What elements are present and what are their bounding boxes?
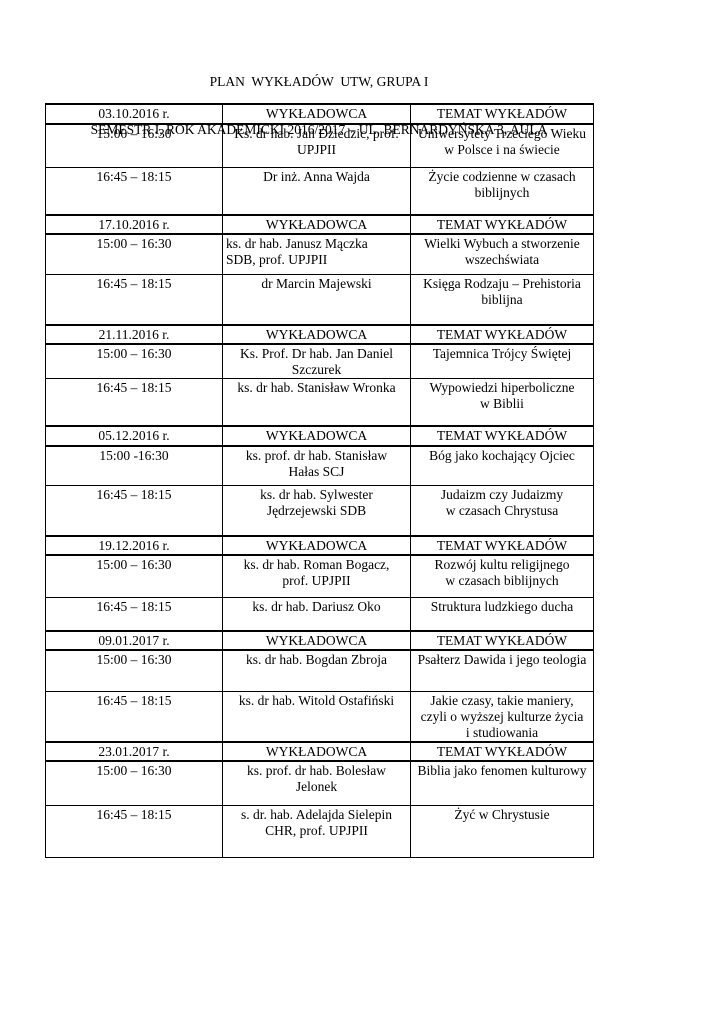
table-row: 15:00 – 16:30 ks. dr hab. Bogdan Zbroja … (45, 649, 594, 692)
table-row: 16:45 – 18:15 ks. dr hab. Sylwester Jędr… (45, 485, 594, 536)
section-header-row: 05.12.2016 r. WYKŁADOWCA TEMAT WYKŁADÓW (45, 424, 594, 447)
topic-cell: Judaizm czy Judaizmy w czasach Chrystusa (410, 485, 594, 536)
lecturer-header-cell: WYKŁADOWCA (222, 741, 411, 762)
topic-header-cell: TEMAT WYKŁADÓW (410, 534, 594, 556)
lecturer-header-cell: WYKŁADOWCA (222, 214, 411, 235)
document-title-line1: PLAN WYKŁADÓW UTW, GRUPA I (209, 74, 429, 89)
lecturer-cell: ks. dr hab. Dariusz Oko (222, 597, 411, 631)
table-row: 15:00 – 16:30 Ks. dr hab. Jan Dziedzic, … (45, 123, 594, 168)
table-row: 15:00 – 16:30 ks. dr hab. Roman Bogacz, … (45, 554, 594, 598)
topic-header-cell: TEMAT WYKŁADÓW (410, 214, 594, 235)
topic-header-cell: TEMAT WYKŁADÓW (410, 629, 594, 651)
table-row: 16:45 – 18:15 Dr inż. Anna Wajda Życie c… (45, 166, 594, 216)
lecturer-cell: ks. dr hab. Witold Ostafiński (222, 691, 411, 743)
topic-cell: Życie codzienne w czasach biblijnych (410, 166, 594, 216)
time-cell: 15:00 – 16:30 (45, 760, 223, 806)
table-row: 15:00 -16:30 ks. prof. dr hab. Stanisław… (45, 445, 594, 486)
topic-cell: Biblia jako fenomen kulturowy (410, 760, 594, 806)
table-row: 16:45 – 18:15 ks. dr hab. Stanisław Wron… (45, 378, 594, 426)
topic-cell: Wypowiedzi hiperboliczne w Biblii (410, 378, 594, 426)
time-cell: 15:00 – 16:30 (45, 649, 223, 692)
section-header-row: 21.11.2016 r. WYKŁADOWCA TEMAT WYKŁADÓW (45, 324, 594, 345)
lecturer-header-cell: WYKŁADOWCA (222, 629, 411, 651)
topic-cell: Uniwersytety Trzeciego Wieku w Polsce i … (410, 123, 594, 168)
time-cell: 16:45 – 18:15 (45, 691, 223, 743)
topic-cell: Wielki Wybuch a stworzenie wszechświata (410, 233, 594, 275)
table-row: 16:45 – 18:15 s. dr. hab. Adelajda Siele… (45, 804, 594, 858)
time-cell: 16:45 – 18:15 (45, 166, 223, 216)
time-cell: 16:45 – 18:15 (45, 804, 223, 858)
topic-cell: Bóg jako kochający Ojciec (410, 445, 594, 486)
time-cell: 15:00 – 16:30 (45, 233, 223, 275)
topic-header-cell: TEMAT WYKŁADÓW (410, 741, 594, 762)
time-cell: 16:45 – 18:15 (45, 485, 223, 536)
section-header-row: 09.01.2017 r. WYKŁADOWCA TEMAT WYKŁADÓW (45, 629, 594, 651)
lecturer-cell: dr Marcin Majewski (222, 273, 411, 326)
lecturer-cell: Dr inż. Anna Wajda (222, 166, 411, 216)
date-cell: 09.01.2017 r. (45, 629, 223, 651)
section-header-row: 23.01.2017 r. WYKŁADOWCA TEMAT WYKŁADÓW (45, 741, 594, 762)
time-cell: 16:45 – 18:15 (45, 378, 223, 426)
table-row: 16:45 – 18:15 ks. dr hab. Witold Ostafiń… (45, 691, 594, 743)
lecturer-cell: ks. prof. dr hab. Stanisław Hałas SCJ (222, 445, 411, 486)
topic-cell: Rozwój kultu religijnego w czasach bibli… (410, 554, 594, 598)
table-row: 15:00 – 16:30 ks. prof. dr hab. Bolesław… (45, 760, 594, 806)
topic-header-cell: TEMAT WYKŁADÓW (410, 324, 594, 345)
date-cell: 03.10.2016 r. (45, 103, 223, 125)
topic-header-cell: TEMAT WYKŁADÓW (410, 424, 594, 447)
date-cell: 21.11.2016 r. (45, 324, 223, 345)
lecturer-header-cell: WYKŁADOWCA (222, 103, 411, 125)
topic-cell: Księga Rodzaju – Prehistoria biblijna (410, 273, 594, 326)
section-header-row: 03.10.2016 r. WYKŁADOWCA TEMAT WYKŁADÓW (45, 103, 594, 125)
topic-cell: Tajemnica Trójcy Świętej (410, 343, 594, 379)
topic-header-cell: TEMAT WYKŁADÓW (410, 103, 594, 125)
lecturer-cell: ks. prof. dr hab. Bolesław Jelonek (222, 760, 411, 806)
topic-cell: Psałterz Dawida i jego teologia (410, 649, 594, 692)
lecturer-cell: ks. dr hab. Bogdan Zbroja (222, 649, 411, 692)
topic-cell: Struktura ludzkiego ducha (410, 597, 594, 631)
table-row: 15:00 – 16:30 ks. dr hab. Janusz Mączka … (45, 233, 594, 275)
topic-cell: Żyć w Chrystusie (410, 804, 594, 858)
lecturer-cell: Ks. Prof. Dr hab. Jan Daniel Szczurek (222, 343, 411, 379)
lecturer-cell: ks. dr hab. Stanisław Wronka (222, 378, 411, 426)
section-header-row: 19.12.2016 r. WYKŁADOWCA TEMAT WYKŁADÓW (45, 534, 594, 556)
date-cell: 05.12.2016 r. (45, 424, 223, 447)
time-cell: 15:00 – 16:30 (45, 123, 223, 168)
date-cell: 19.12.2016 r. (45, 534, 223, 556)
date-cell: 17.10.2016 r. (45, 214, 223, 235)
lecturer-cell: ks. dr hab. Sylwester Jędrzejewski SDB (222, 485, 411, 536)
table-row: 15:00 – 16:30 Ks. Prof. Dr hab. Jan Dani… (45, 343, 594, 379)
lecturer-cell: s. dr. hab. Adelajda Sielepin CHR, prof.… (222, 804, 411, 858)
lecturer-header-cell: WYKŁADOWCA (222, 324, 411, 345)
lecture-schedule-table: 03.10.2016 r. WYKŁADOWCA TEMAT WYKŁADÓW … (45, 103, 594, 858)
section-header-row: 17.10.2016 r. WYKŁADOWCA TEMAT WYKŁADÓW (45, 214, 594, 235)
time-cell: 15:00 -16:30 (45, 445, 223, 486)
lecturer-cell: ks. dr hab. Janusz Mączka SDB, prof. UPJ… (222, 233, 411, 275)
table-row: 16:45 – 18:15 ks. dr hab. Dariusz Oko St… (45, 597, 594, 631)
time-cell: 16:45 – 18:15 (45, 597, 223, 631)
lecturer-header-cell: WYKŁADOWCA (222, 424, 411, 447)
topic-cell: Jakie czasy, takie maniery, czyli o wyżs… (410, 691, 594, 743)
time-cell: 16:45 – 18:15 (45, 273, 223, 326)
date-cell: 23.01.2017 r. (45, 741, 223, 762)
lecturer-cell: ks. dr hab. Roman Bogacz, prof. UPJPII (222, 554, 411, 598)
table-row: 16:45 – 18:15 dr Marcin Majewski Księga … (45, 273, 594, 326)
time-cell: 15:00 – 16:30 (45, 343, 223, 379)
lecturer-header-cell: WYKŁADOWCA (222, 534, 411, 556)
lecturer-cell: Ks. dr hab. Jan Dziedzic, prof. UPJPII (222, 123, 411, 168)
time-cell: 15:00 – 16:30 (45, 554, 223, 598)
